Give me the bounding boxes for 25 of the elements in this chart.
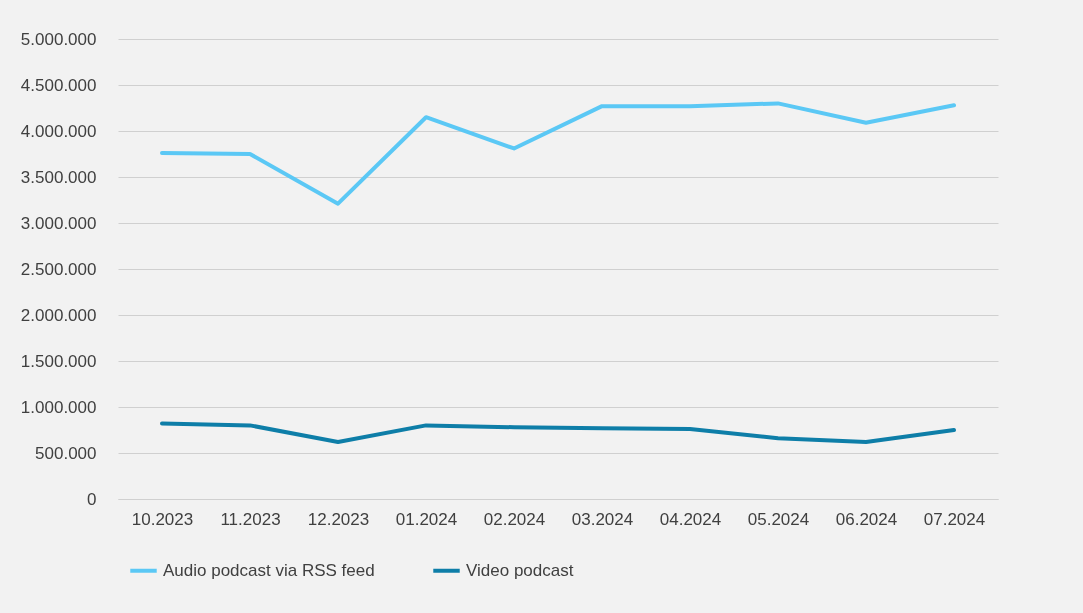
x-tick-label: 01.2024: [395, 509, 458, 529]
legend-label: Video podcast: [466, 560, 574, 580]
x-tick-label: 11.2023: [220, 509, 281, 529]
x-tick-label: 04.2024: [659, 509, 722, 529]
y-tick-label: 0: [87, 489, 97, 509]
y-tick-label: 4.500.000: [20, 75, 97, 95]
x-tick-label: 06.2024: [835, 509, 898, 529]
x-tick-label: 10.2023: [131, 509, 194, 529]
y-tick-label: 5.000.000: [20, 29, 97, 49]
x-tick-label: 03.2024: [571, 509, 634, 529]
y-tick-label: 1.000.000: [20, 397, 97, 417]
line-series: [160, 421, 956, 444]
legend-label: Audio podcast via RSS feed: [163, 560, 375, 580]
y-tick-label: 2.000.000: [20, 305, 97, 325]
line-series: [160, 101, 956, 206]
y-tick-label: 3.500.000: [20, 167, 97, 187]
x-tick-label: 05.2024: [747, 509, 810, 529]
y-tick-label: 2.500.000: [20, 259, 97, 279]
y-tick-label: 500.000: [35, 443, 97, 463]
x-tick-label: 07.2024: [923, 509, 986, 529]
x-tick-label: 02.2024: [483, 509, 546, 529]
y-tick-label: 4.000.000: [20, 121, 97, 141]
x-tick-label: 12.2023: [307, 509, 370, 529]
y-tick-label: 1.500.000: [20, 351, 97, 371]
y-tick-label: 3.000.000: [20, 213, 97, 233]
